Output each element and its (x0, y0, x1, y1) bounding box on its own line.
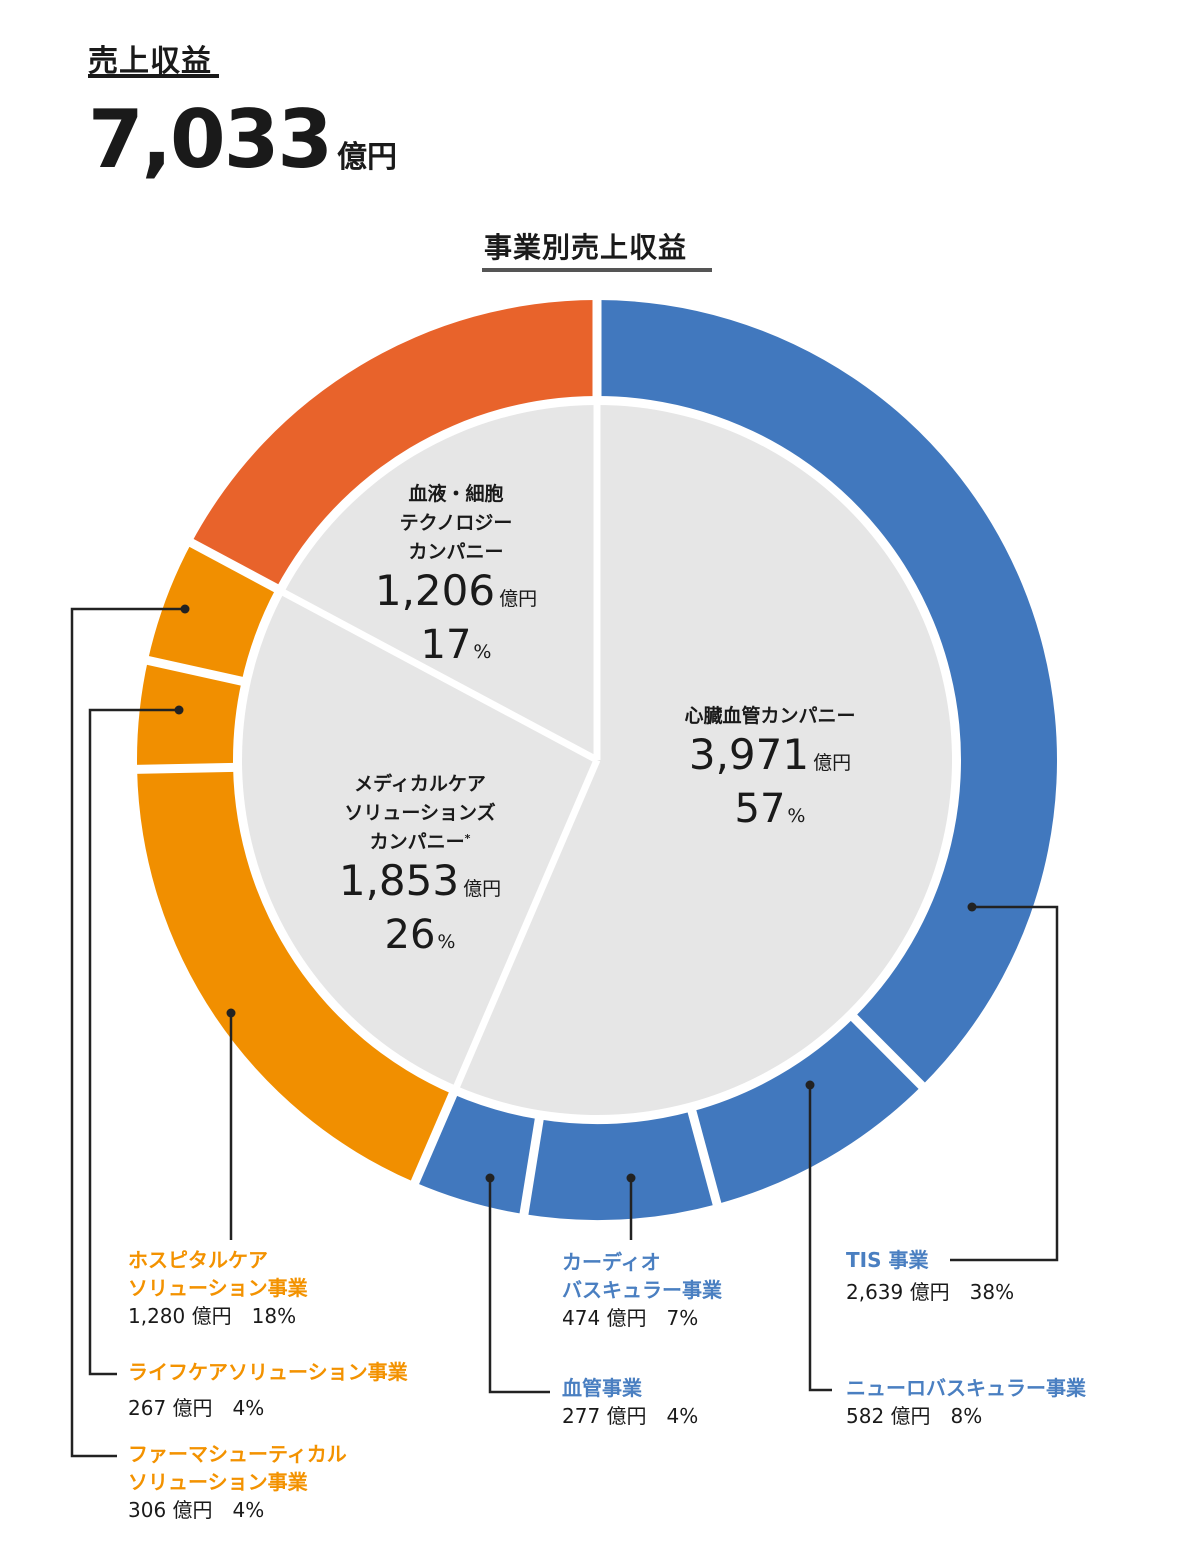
leader-life-care (88, 708, 179, 1376)
ring-segment-pharma (147, 542, 277, 682)
ring-separator (135, 762, 236, 774)
leader-tis (950, 905, 1059, 1262)
leader-lines (70, 604, 1059, 1458)
leader-dot-icon (626, 1173, 636, 1183)
company-amount: 3,971 億円 (688, 730, 852, 779)
company-name-line: ソリューションズ (344, 802, 496, 824)
ring-segment-blood-cell-ring (191, 300, 597, 589)
segment-label-cardio-vascular: カーディオ バスキュラー事業 474 億円 7% (562, 1250, 722, 1330)
company-name-line: メディカルケア (354, 773, 486, 795)
revenue-total: 7,033 億円 (88, 100, 397, 180)
ring-segment-vascular (414, 1094, 540, 1215)
segment-label-hospital-care: ホスピタルケア ソリューション事業 1,280 億円 18% (128, 1248, 308, 1328)
leader-dot-icon (805, 1080, 815, 1090)
company-name-line: カンパニー* (369, 831, 471, 853)
revenue-total-value: 7,033 (88, 93, 333, 186)
ring-separator (410, 1090, 458, 1187)
footnote-asterisk: * (464, 832, 471, 845)
company-percent: 26% (384, 912, 456, 958)
pie-slice-cardiovascular (456, 405, 952, 1115)
leader-dot-icon (180, 604, 190, 614)
segment-label-vascular: 血管事業 277 億円 4% (562, 1376, 699, 1428)
company-label-medical-care: メディカルケア ソリューションズ カンパニー* 1,853 億円 26% (270, 770, 570, 964)
pie-separator (452, 758, 601, 1090)
chart-title-underline (482, 268, 712, 272)
leader-dot-icon (967, 902, 977, 912)
company-name-line: テクノロジー (399, 512, 513, 534)
inner-pie (242, 403, 952, 1115)
ring-separator (519, 1116, 544, 1217)
company-amount: 1,206 億円 (374, 566, 538, 615)
ring-segment-neurovascular (691, 1017, 922, 1205)
ring-separator (687, 1108, 722, 1208)
company-amount: 1,853 億円 (338, 856, 502, 905)
ring-separator (187, 537, 280, 594)
segment-label-pharma: ファーマシューティカル ソリューション事業 306 億円 4% (128, 1442, 347, 1522)
leader-dot-icon (174, 705, 184, 715)
leader-dot-icon (226, 1008, 236, 1018)
outer-ring (135, 298, 1057, 1220)
company-name: 心臓血管カンパニー (684, 705, 856, 727)
pie-separator (280, 588, 599, 764)
ring-separator (849, 1013, 927, 1091)
segment-label-life-care: ライフケアソリューション事業 267 億円 4% (128, 1360, 408, 1420)
leader-pharma (70, 607, 185, 1458)
ring-segment-hospital-care (137, 767, 453, 1183)
leader-neurovascular (808, 1085, 832, 1392)
ring-separator (144, 655, 245, 687)
segment-label-neurovascular: ニューロバスキュラー事業 582 億円 8% (846, 1376, 1086, 1428)
revenue-total-unit: 億円 (337, 140, 398, 175)
company-percent: 17% (420, 622, 492, 668)
chart-title: 事業別売上収益 (484, 231, 688, 264)
leader-vascular (488, 1178, 550, 1394)
pie-slice-blood-cell (283, 405, 597, 760)
leader-dot-icon (485, 1173, 495, 1183)
revenue-label-underline (88, 74, 219, 78)
ring-segment-tis (597, 300, 1057, 1086)
segment-label-tis: TIS 事業 2,639 億円 38% (846, 1248, 1015, 1304)
ring-segment-life-care (136, 660, 242, 770)
company-name-line: カンパニー (408, 541, 504, 563)
company-label-cardiovascular: 心臓血管カンパニー 3,971 億円 57% (620, 702, 920, 838)
company-label-blood-cell: 血液・細胞 テクノロジー カンパニー 1,206 億円 17% (326, 480, 586, 674)
company-name-line: 血液・細胞 (408, 483, 504, 505)
ring-segment-cardio-vascular (523, 1111, 718, 1220)
revenue-label: 売上収益 (88, 44, 212, 79)
company-percent: 57% (734, 786, 806, 832)
